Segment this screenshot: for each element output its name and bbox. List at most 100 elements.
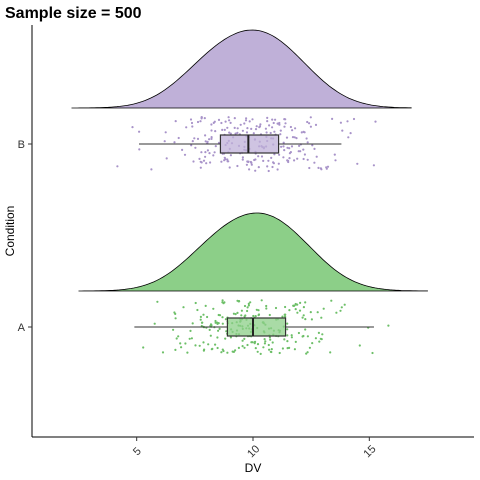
data-point — [252, 314, 255, 318]
data-point — [321, 333, 324, 336]
data-point — [313, 147, 316, 150]
data-point — [210, 137, 213, 140]
data-point — [387, 324, 390, 327]
data-point — [305, 137, 308, 140]
data-point — [293, 136, 296, 139]
data-point — [278, 123, 281, 126]
data-point — [299, 301, 302, 304]
data-point — [286, 347, 289, 350]
data-point — [173, 141, 176, 144]
data-point — [280, 145, 283, 148]
data-point — [194, 344, 197, 347]
data-point — [306, 335, 309, 338]
data-point — [265, 307, 268, 310]
data-point — [266, 120, 269, 123]
data-point — [217, 313, 220, 317]
data-point — [253, 158, 256, 162]
data-point — [286, 159, 289, 162]
data-point — [306, 141, 309, 144]
density-A — [78, 212, 428, 292]
data-point — [161, 351, 165, 354]
data-point — [294, 302, 297, 306]
data-point — [216, 346, 219, 350]
data-point — [294, 127, 297, 130]
data-point — [234, 349, 237, 352]
data-point — [303, 131, 306, 134]
data-point — [226, 126, 229, 129]
data-point — [302, 148, 305, 151]
data-point — [221, 299, 224, 302]
data-point — [241, 129, 244, 132]
data-point — [272, 161, 275, 164]
data-point — [269, 131, 272, 135]
data-point — [339, 309, 342, 312]
data-point — [268, 124, 271, 127]
data-point — [209, 161, 212, 164]
data-point — [222, 349, 225, 353]
data-point — [206, 140, 209, 143]
data-point — [298, 309, 302, 312]
data-point — [229, 132, 232, 135]
data-point — [220, 160, 223, 163]
data-point — [250, 163, 253, 166]
data-point — [309, 116, 312, 119]
data-point — [236, 164, 239, 168]
data-point — [293, 348, 296, 351]
data-point — [245, 117, 248, 120]
data-point — [314, 123, 318, 126]
data-point — [241, 158, 244, 161]
x-axis-ticks: 5 10 15 — [131, 437, 379, 460]
data-point — [218, 327, 221, 330]
data-point — [138, 130, 141, 133]
density-B — [71, 29, 412, 109]
data-point — [309, 311, 312, 314]
data-point — [224, 120, 227, 123]
y-tick-label: B — [18, 139, 25, 151]
data-point — [322, 307, 325, 310]
data-point — [200, 321, 204, 324]
data-point — [306, 351, 309, 354]
data-point — [285, 136, 289, 139]
data-point — [346, 120, 349, 123]
data-point — [186, 351, 189, 354]
y-tick-label: A — [18, 322, 26, 334]
data-point — [249, 301, 252, 304]
data-point — [248, 168, 251, 171]
data-point — [190, 121, 194, 125]
data-point — [290, 334, 293, 337]
data-point — [199, 166, 202, 169]
data-point — [214, 321, 217, 324]
data-point — [199, 318, 202, 321]
data-point — [198, 344, 201, 347]
data-point — [208, 138, 211, 141]
data-point — [273, 153, 276, 156]
data-point — [291, 136, 295, 139]
data-point — [223, 156, 226, 159]
data-point — [198, 157, 201, 160]
data-point — [276, 168, 279, 171]
data-point — [341, 129, 344, 132]
data-point — [265, 304, 268, 308]
data-point — [352, 117, 356, 121]
data-point — [229, 121, 232, 124]
data-point — [174, 317, 177, 320]
data-point — [304, 301, 307, 304]
data-point — [174, 120, 177, 123]
data-point — [189, 118, 193, 121]
data-point — [279, 133, 282, 136]
data-point — [254, 128, 258, 131]
data-point — [278, 153, 281, 156]
data-point — [310, 318, 313, 321]
data-point — [209, 334, 212, 337]
data-point — [293, 159, 296, 162]
data-point — [196, 137, 200, 140]
data-point — [236, 311, 239, 314]
data-point — [243, 337, 246, 340]
data-point — [271, 118, 274, 121]
data-point — [269, 338, 272, 341]
data-point — [224, 337, 227, 340]
data-point — [331, 117, 334, 120]
data-point — [371, 351, 374, 355]
data-point — [204, 155, 207, 158]
data-point — [189, 329, 192, 332]
